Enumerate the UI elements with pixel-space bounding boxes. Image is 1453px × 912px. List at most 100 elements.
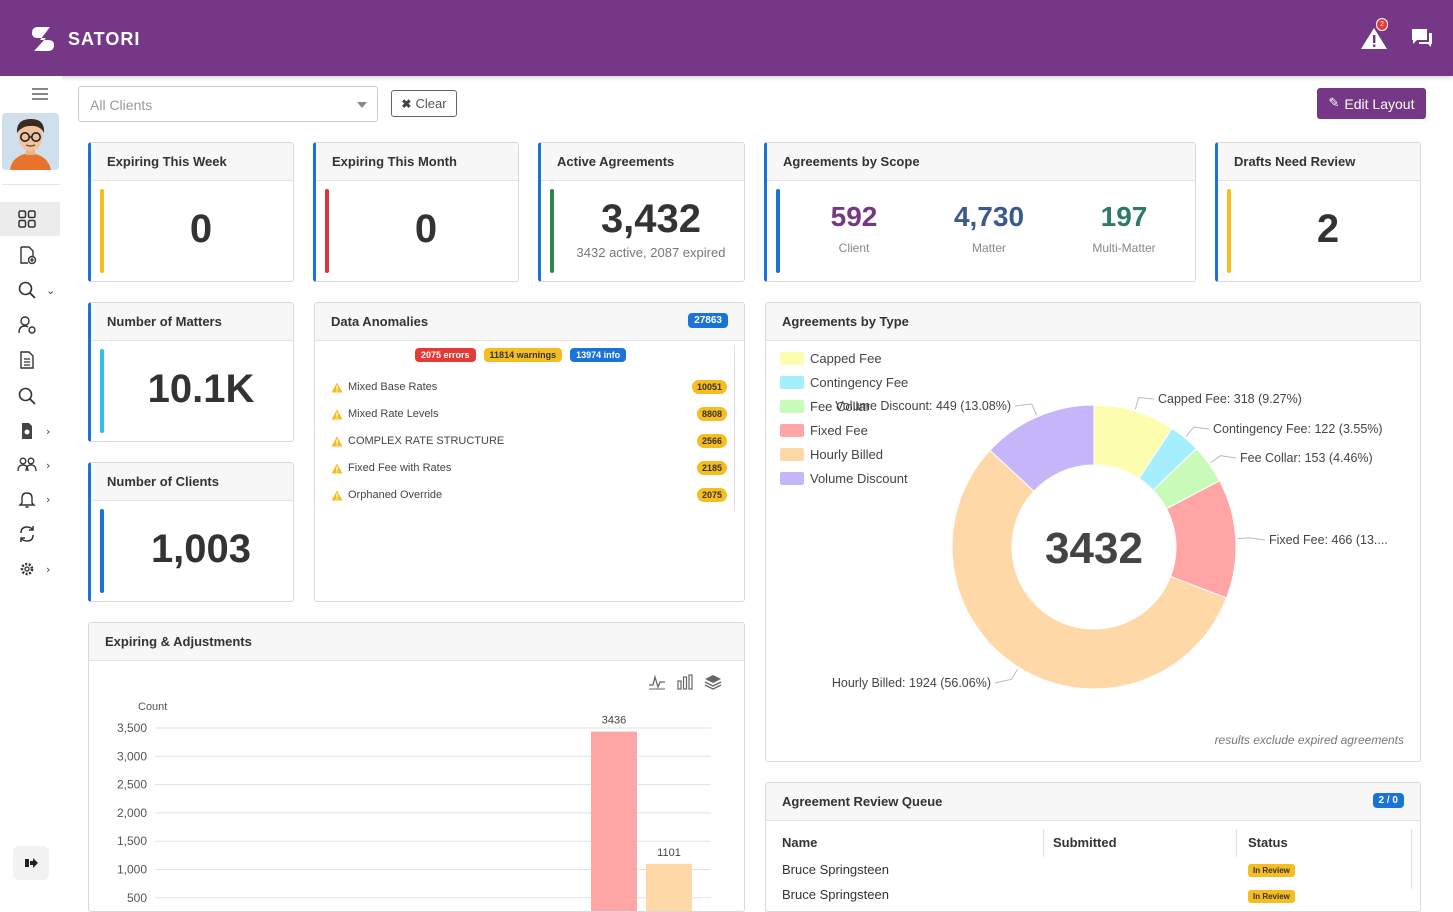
line-chart-icon[interactable]	[648, 673, 666, 691]
user-avatar[interactable]	[2, 113, 59, 170]
nav-documents[interactable]	[0, 343, 60, 377]
donut-slice[interactable]	[951, 449, 1228, 690]
nav-dashboard[interactable]	[0, 202, 60, 236]
nav-users[interactable]	[0, 308, 60, 342]
caret-down-icon	[357, 102, 367, 108]
card-data-anomalies[interactable]: Data Anomalies 27863 2075 errors 11814 w…	[314, 302, 745, 602]
card-number-of-clients[interactable]: Number of Clients 1,003	[88, 462, 294, 602]
stack-icon[interactable]	[704, 673, 722, 691]
chevron-down-icon: ⌄	[46, 283, 56, 297]
legend-swatch	[780, 424, 804, 437]
queue-row-name[interactable]: Bruce Springsteen	[782, 887, 889, 902]
card-title: Agreements by Type	[766, 303, 1420, 341]
nav-settings[interactable]: ›	[0, 552, 60, 586]
anomaly-row[interactable]: Mixed Base Rates 10051	[331, 376, 727, 398]
card-title: Number of Matters	[91, 303, 293, 341]
slice-label: Fee Collar: 153 (4.46%)	[1240, 451, 1373, 465]
warning-icon	[331, 463, 343, 473]
card-value: 2	[1316, 207, 1340, 251]
satori-logo-icon	[32, 27, 54, 51]
logout-button[interactable]	[13, 846, 49, 880]
card-expiring-month[interactable]: Expiring This Month 0	[313, 142, 519, 282]
scrollbar[interactable]	[1411, 829, 1412, 889]
legend-item[interactable]: Hourly Billed	[780, 447, 883, 462]
card-agreements-by-scope[interactable]: Agreements by Scope 592 Client 4,730 Mat…	[764, 142, 1196, 282]
legend-item[interactable]: Fixed Fee	[780, 423, 868, 438]
card-number-of-matters[interactable]: Number of Matters 10.1K	[88, 302, 294, 442]
legend-label: Hourly Billed	[810, 447, 883, 462]
card-header: Agreement Review Queue 2 / 0	[766, 783, 1420, 821]
info-badge[interactable]: 13974 info	[570, 348, 627, 362]
menu-toggle-icon[interactable]	[32, 88, 48, 100]
legend-item[interactable]: Fee Collar	[780, 399, 870, 414]
client-filter-select[interactable]: All Clients	[78, 86, 378, 122]
anomaly-row[interactable]: Fixed Fee with Rates 2185	[331, 457, 727, 479]
sidebar-divider	[2, 184, 60, 185]
card-expiring-week[interactable]: Expiring This Week 0	[88, 142, 294, 282]
card-title: Agreements by Scope	[767, 143, 1195, 181]
clear-button[interactable]: ✖ Clear	[391, 90, 457, 117]
legend-label: Volume Discount	[810, 471, 908, 486]
legend-swatch	[780, 400, 804, 413]
edit-layout-button[interactable]: ✎ Edit Layout	[1317, 88, 1426, 119]
card-active-agreements[interactable]: Active Agreements 3,432 3432 active, 208…	[538, 142, 745, 282]
queue-count-badge: 2 / 0	[1372, 793, 1404, 808]
warning-icon	[331, 409, 343, 419]
nav-reports[interactable]: ›	[0, 414, 60, 448]
nav-teams[interactable]: ›	[0, 448, 60, 482]
card-expiring-adjustments[interactable]: Expiring & Adjustments Count 3,500 3,000 2,…	[88, 622, 745, 912]
user-settings-icon	[18, 316, 36, 334]
legend-label: Fixed Fee	[810, 423, 868, 438]
y-tick-label: 2,000	[117, 806, 147, 820]
nav-sync[interactable]	[0, 517, 60, 551]
warnings-badge[interactable]: 11814 warnings	[483, 348, 563, 362]
messages-icon[interactable]	[1410, 27, 1434, 49]
column-header-status[interactable]: Status	[1248, 835, 1288, 850]
bar[interactable]	[591, 731, 637, 912]
donut-chart: Capped Fee: 318 (9.27%) Contingency Fee: …	[832, 392, 1388, 690]
card-review-queue[interactable]: Agreement Review Queue 2 / 0 Name Submit…	[765, 782, 1421, 912]
card-title: Drafts Need Review	[1218, 143, 1420, 181]
app-logo[interactable]: SATORI	[28, 24, 140, 54]
card-value: 1,003	[150, 527, 252, 571]
chart-toolbar	[648, 673, 722, 691]
warning-icon	[331, 490, 343, 500]
report-file-icon	[22, 423, 32, 439]
clear-label: Clear	[415, 96, 447, 111]
card-title: Expiring This Month	[316, 143, 518, 181]
legend-item[interactable]: Capped Fee	[780, 351, 882, 366]
anomaly-row[interactable]: Orphaned Override 2075	[331, 484, 727, 506]
card-title: Active Agreements	[541, 143, 744, 181]
donut-slice[interactable]	[989, 404, 1095, 492]
card-drafts-review[interactable]: Drafts Need Review 2	[1215, 142, 1421, 282]
y-axis-title: Count	[138, 701, 167, 713]
document-icon	[20, 351, 34, 369]
legend-swatch	[780, 472, 804, 485]
slice-label: Fixed Fee: 466 (13....	[1269, 533, 1388, 547]
nav-new-agreement[interactable]	[0, 238, 60, 272]
anomaly-row[interactable]: COMPLEX RATE STRUCTURE 2566	[331, 430, 727, 452]
scope-multi-matter-label: Multi-Matter	[1092, 241, 1156, 255]
y-tick-label: 1,000	[117, 863, 147, 877]
card-agreements-by-type[interactable]: Agreements by Type Capped Fee Contingency…	[765, 302, 1421, 762]
scope-matter-value: 4,730	[953, 201, 1025, 232]
column-header-submitted[interactable]: Submitted	[1053, 835, 1117, 850]
column-header-name[interactable]: Name	[782, 835, 818, 850]
nav-notifications[interactable]: ›	[0, 482, 60, 516]
legend-item[interactable]: Volume Discount	[780, 471, 908, 486]
severity-badges: 2075 errors 11814 warnings 13974 info	[415, 348, 627, 362]
anomaly-count-badge: 8808	[696, 407, 727, 421]
alert-count-badge: 2	[1376, 18, 1388, 31]
anomaly-row[interactable]: Mixed Rate Levels 8808	[331, 403, 727, 425]
nav-search[interactable]	[0, 379, 60, 413]
queue-row-name[interactable]: Bruce Springsteen	[782, 862, 889, 877]
card-title: Expiring & Adjustments	[89, 623, 744, 661]
alert-icon[interactable]	[1360, 26, 1388, 50]
bar-chart-icon[interactable]	[676, 673, 694, 691]
nav-search-menu[interactable]: ⌄	[0, 273, 60, 307]
errors-badge[interactable]: 2075 errors	[415, 348, 476, 362]
bar[interactable]	[646, 863, 692, 912]
scrollbar[interactable]	[734, 345, 735, 511]
legend-item[interactable]: Contingency Fee	[780, 375, 908, 390]
status-badge: In Review	[1248, 864, 1295, 877]
